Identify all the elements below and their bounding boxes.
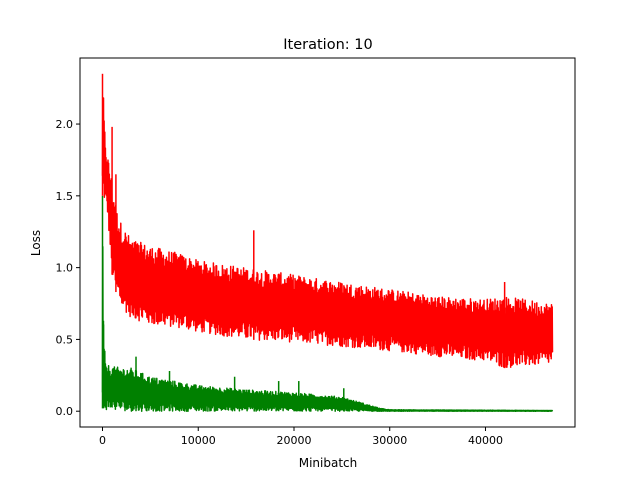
y-axis-label: Loss xyxy=(29,230,43,256)
x-axis: 0 10000 20000 30000 40000 xyxy=(99,427,503,447)
x-tick-label: 30000 xyxy=(372,434,407,447)
x-tick-label: 0 xyxy=(99,434,106,447)
y-tick-label: 2.0 xyxy=(56,118,74,131)
series-path xyxy=(101,97,554,369)
y-axis: 0.0 0.5 1.0 1.5 2.0 xyxy=(56,118,80,418)
x-axis-label: Minibatch xyxy=(299,456,358,470)
series-line xyxy=(101,195,554,412)
y-tick-label: 0.5 xyxy=(56,333,74,346)
chart-title: Iteration: 10 xyxy=(283,37,372,53)
series-line xyxy=(101,73,554,369)
plot-area xyxy=(101,73,554,412)
y-tick-label: 0.0 xyxy=(56,405,74,418)
series-path xyxy=(101,245,554,412)
x-tick-label: 40000 xyxy=(468,434,503,447)
y-tick-label: 1.0 xyxy=(56,262,74,275)
axes-frame xyxy=(79,57,576,428)
y-tick-label: 1.5 xyxy=(56,190,74,203)
x-tick-label: 10000 xyxy=(181,434,216,447)
x-tick-label: 20000 xyxy=(276,434,311,447)
